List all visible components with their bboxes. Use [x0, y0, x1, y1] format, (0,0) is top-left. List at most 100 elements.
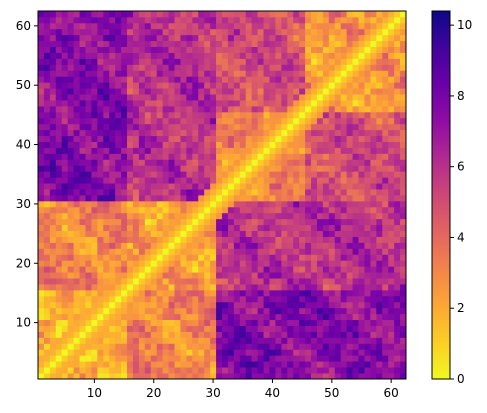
heatmap-cell	[299, 313, 306, 321]
heatmap-cell	[358, 295, 365, 303]
heatmap-cell	[245, 319, 253, 326]
heatmap-cell	[61, 165, 69, 172]
heatmap-cell	[192, 100, 199, 107]
heatmap-cell	[388, 129, 395, 137]
heatmap-cell	[376, 224, 383, 232]
heatmap-cell	[198, 147, 205, 154]
heatmap-cell	[132, 123, 140, 131]
heatmap-cell	[43, 135, 51, 142]
heatmap-cell	[91, 177, 98, 184]
heatmap-cell	[132, 58, 140, 65]
heatmap-cell	[346, 200, 353, 208]
heatmap-cell	[239, 82, 247, 89]
heatmap-cell	[299, 22, 306, 30]
heatmap-cell	[156, 289, 164, 297]
heatmap-cell	[311, 224, 318, 232]
heatmap-cell	[251, 105, 259, 113]
heatmap-cell	[239, 100, 247, 107]
heatmap-cell	[346, 100, 353, 107]
heatmap-cell	[216, 331, 223, 338]
heatmap-cell	[388, 230, 395, 237]
heatmap-cell	[109, 135, 116, 142]
heatmap-cell	[132, 34, 140, 42]
heatmap-cell	[275, 367, 282, 374]
heatmap-cell	[305, 200, 312, 208]
heatmap-cell	[49, 147, 57, 154]
heatmap-cell	[61, 94, 69, 101]
heatmap-cell	[85, 16, 92, 24]
heatmap-cell	[162, 46, 169, 53]
heatmap-cell	[186, 11, 193, 18]
heatmap-cell	[186, 242, 193, 249]
heatmap-cell	[388, 272, 395, 279]
heatmap-cell	[198, 295, 205, 303]
heatmap-cell	[293, 183, 300, 190]
heatmap-cell	[79, 218, 86, 226]
heatmap-cell	[79, 361, 86, 368]
heatmap-cell	[210, 34, 217, 42]
heatmap-cell	[49, 76, 57, 83]
heatmap-cell	[61, 52, 69, 59]
heatmap-cell	[376, 260, 383, 267]
heatmap-cell	[322, 248, 330, 255]
heatmap-cell	[222, 224, 229, 232]
heatmap-cell	[299, 94, 306, 101]
heatmap-cell	[67, 278, 75, 285]
heatmap-cell	[150, 367, 158, 374]
heatmap-cell	[311, 177, 318, 184]
heatmap-cell	[204, 301, 211, 309]
heatmap-cell	[269, 70, 276, 77]
y-tick-label: 60	[16, 19, 31, 33]
heatmap-cell	[103, 284, 110, 291]
heatmap-cell	[233, 189, 241, 196]
heatmap-cell	[97, 46, 104, 53]
heatmap-cell	[109, 52, 116, 59]
heatmap-cell	[198, 28, 205, 36]
heatmap-cell	[67, 171, 75, 178]
heatmap-cell	[138, 307, 146, 315]
heatmap-cell	[257, 34, 264, 42]
heatmap-cell	[162, 105, 169, 113]
heatmap-cell	[168, 34, 175, 42]
heatmap-cell	[43, 123, 51, 131]
heatmap-cell	[180, 361, 187, 368]
heatmap-cell	[38, 331, 45, 338]
heatmap-cell	[346, 153, 353, 160]
heatmap-cell	[257, 289, 264, 297]
heatmap-cell	[394, 105, 401, 113]
heatmap-cell	[150, 349, 158, 356]
heatmap-cell	[340, 58, 348, 65]
heatmap-cell	[204, 28, 211, 36]
heatmap-cell	[67, 11, 75, 18]
heatmap-cell	[198, 337, 205, 344]
heatmap-cell	[73, 82, 80, 89]
heatmap-cell	[162, 361, 169, 368]
heatmap-cell	[127, 111, 134, 119]
heatmap-cell	[245, 254, 253, 261]
heatmap-cell	[281, 82, 288, 89]
heatmap-cell	[198, 236, 205, 243]
heatmap-cell	[340, 200, 348, 208]
heatmap-cell	[192, 34, 199, 42]
heatmap-cell	[49, 218, 57, 226]
heatmap-cell	[275, 218, 282, 226]
heatmap-cell	[222, 289, 229, 297]
heatmap-cell	[186, 230, 193, 237]
heatmap-cell	[174, 189, 181, 196]
heatmap-cell	[180, 28, 187, 36]
heatmap-cell	[97, 266, 104, 273]
heatmap-cell	[251, 230, 259, 237]
heatmap-cell	[263, 135, 270, 142]
heatmap-cell	[73, 313, 80, 321]
heatmap-cell	[364, 58, 371, 65]
heatmap-cell	[138, 242, 146, 249]
heatmap-cell	[388, 355, 395, 362]
heatmap-cell	[150, 105, 158, 113]
heatmap-cell	[109, 218, 116, 226]
heatmap-cell	[144, 16, 152, 24]
heatmap-cell	[210, 284, 217, 291]
heatmap-cell	[79, 141, 86, 148]
heatmap-cell	[115, 284, 122, 291]
heatmap-cell	[73, 337, 80, 344]
heatmap-cell	[305, 295, 312, 303]
